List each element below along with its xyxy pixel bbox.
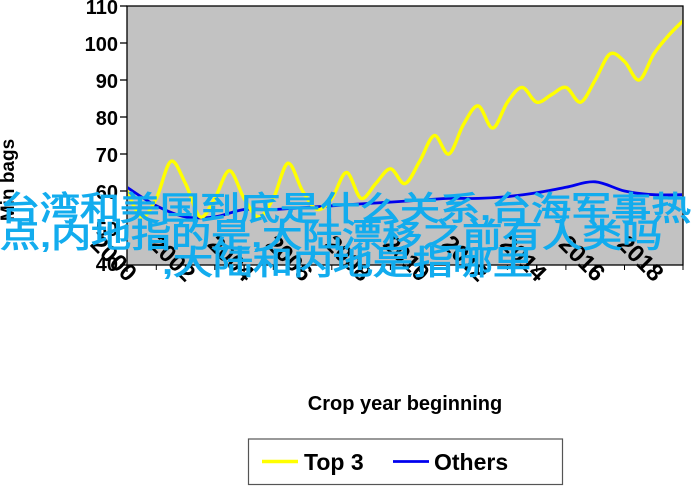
svg-text:Top 3: Top 3: [304, 449, 364, 475]
svg-text:110: 110: [86, 0, 118, 19]
svg-text:80: 80: [96, 108, 118, 130]
svg-text:70: 70: [96, 145, 118, 167]
svg-text:90: 90: [96, 71, 118, 93]
svg-text:Others: Others: [434, 449, 508, 475]
svg-text:Crop year beginning: Crop year beginning: [308, 393, 502, 415]
svg-text:100: 100: [85, 34, 118, 56]
